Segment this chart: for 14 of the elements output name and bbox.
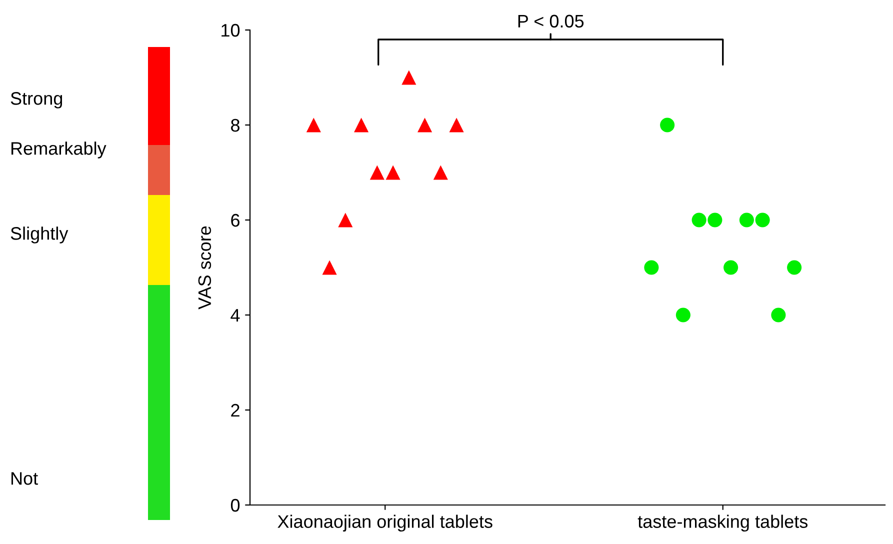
x-tick-label: taste-masking tablets	[638, 514, 808, 532]
text: Not	[11, 472, 38, 485]
y-tick-label: 2	[231, 404, 240, 417]
y-tick-label: 8	[231, 118, 240, 132]
y-tick-label: 6	[231, 214, 240, 227]
text: P < 0.05	[518, 14, 584, 28]
y-tick-label: 0	[230, 498, 240, 512]
text: Strong	[10, 92, 62, 108]
y-axis-title: VAS score	[198, 226, 212, 310]
y-tick-label: 4	[230, 309, 240, 322]
text: Remarkably	[11, 142, 106, 158]
y-tick-label: 10	[222, 24, 240, 37]
x-tick-label: Xiaonaojian original tablets	[278, 514, 492, 532]
text: Slightly	[10, 226, 68, 244]
